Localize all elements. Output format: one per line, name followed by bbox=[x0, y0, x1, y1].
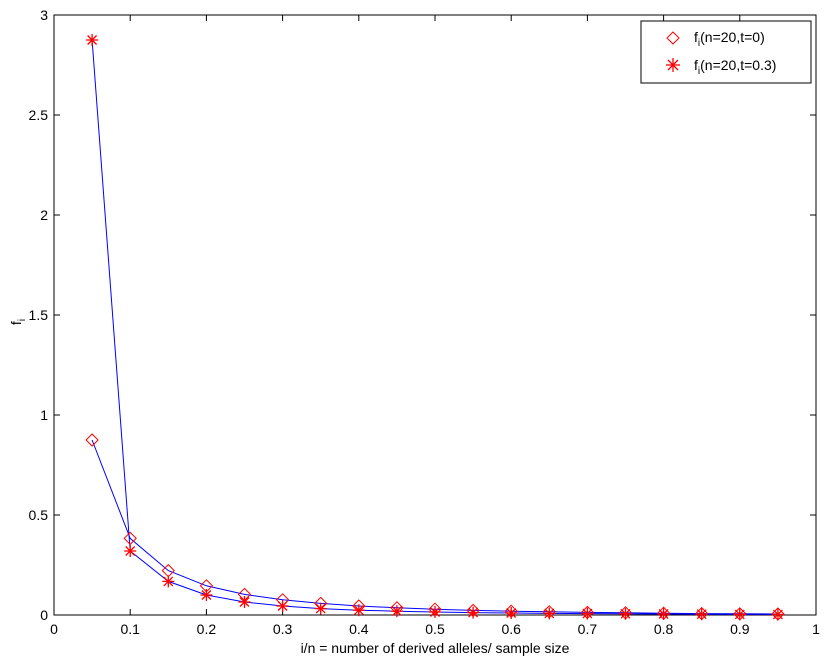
point-diamond bbox=[85, 433, 99, 447]
legend-label-series-1: fi(n=20,t=0) bbox=[694, 29, 765, 49]
legend-marker-asterisk bbox=[666, 58, 680, 72]
point-asterisk bbox=[390, 605, 403, 618]
legend-label-series-1-rest: (n=20,t=0) bbox=[700, 29, 765, 45]
x-tick-label: 0.2 bbox=[197, 621, 217, 637]
point-asterisk bbox=[505, 607, 518, 619]
legend-label-series-2-sub: i bbox=[698, 66, 700, 77]
point-asterisk bbox=[695, 608, 708, 621]
point-asterisk bbox=[314, 602, 327, 615]
point-diamond bbox=[123, 531, 137, 546]
point-asterisk bbox=[467, 606, 480, 619]
x-tick-label: 0.5 bbox=[425, 621, 445, 637]
point-asterisk bbox=[771, 608, 784, 621]
x-tick-label: 0.4 bbox=[349, 621, 369, 637]
x-tick-label: 0 bbox=[50, 621, 58, 637]
x-tick-label: 0.8 bbox=[654, 621, 674, 637]
point-asterisk bbox=[657, 608, 670, 620]
x-tick-label: 0.9 bbox=[730, 621, 750, 637]
y-tick-label: 1 bbox=[40, 407, 48, 423]
point-asterisk bbox=[200, 589, 213, 601]
legend: fi(n=20,t=0) fi(n=20,t=0.3) bbox=[640, 20, 812, 84]
point-asterisk bbox=[86, 34, 99, 46]
point-asterisk bbox=[162, 575, 175, 588]
x-axis-label: i/n = number of derived alleles/ sample … bbox=[301, 640, 570, 656]
legend-label-series-2-rest: (n=20,t=0.3) bbox=[700, 57, 776, 73]
legend-marker-diamond bbox=[666, 31, 680, 45]
plot-frame bbox=[53, 14, 817, 616]
point-asterisk bbox=[352, 604, 365, 617]
point-asterisk bbox=[581, 607, 594, 620]
point-asterisk bbox=[733, 608, 746, 621]
legend-label-series-2-main: f bbox=[694, 57, 698, 73]
y-axis-label-sub: i bbox=[17, 319, 28, 321]
y-tick-label: 2.5 bbox=[29, 107, 49, 123]
y-axis-label: fi bbox=[8, 319, 28, 325]
y-tick-label: 1.5 bbox=[29, 307, 49, 323]
legend-label-series-1-main: f bbox=[694, 29, 698, 45]
point-asterisk bbox=[543, 607, 556, 620]
x-tick-label: 0.7 bbox=[578, 621, 598, 637]
point-asterisk bbox=[124, 545, 137, 557]
point-asterisk bbox=[238, 596, 251, 608]
legend-box bbox=[640, 20, 812, 84]
series-markers bbox=[85, 34, 785, 621]
x-tick-label: 1 bbox=[812, 621, 820, 637]
y-axis-label-main: f bbox=[8, 321, 24, 325]
y-tick-label: 3 bbox=[40, 7, 48, 23]
legend-label-series-1-sub: i bbox=[698, 38, 700, 49]
x-tick-label: 0.1 bbox=[120, 621, 140, 637]
x-tick-label: 0.3 bbox=[273, 621, 293, 637]
y-tick-label: 0.5 bbox=[29, 507, 49, 523]
point-asterisk bbox=[619, 607, 632, 620]
point-asterisk bbox=[429, 606, 441, 618]
x-tick-label: 0.6 bbox=[501, 621, 521, 637]
y-tick-label: 0 bbox=[40, 607, 48, 623]
axis-ticks: 0 0.1 0.2 0.3 0.4 0.5 0.6 0.7 0.8 0.9 1 0 0.5 1 1.5 2 2.… bbox=[29, 7, 821, 637]
legend-label-series-2: fi(n=20,t=0.3) bbox=[694, 57, 776, 77]
y-tick-label: 2 bbox=[40, 207, 48, 223]
point-asterisk bbox=[276, 600, 289, 612]
